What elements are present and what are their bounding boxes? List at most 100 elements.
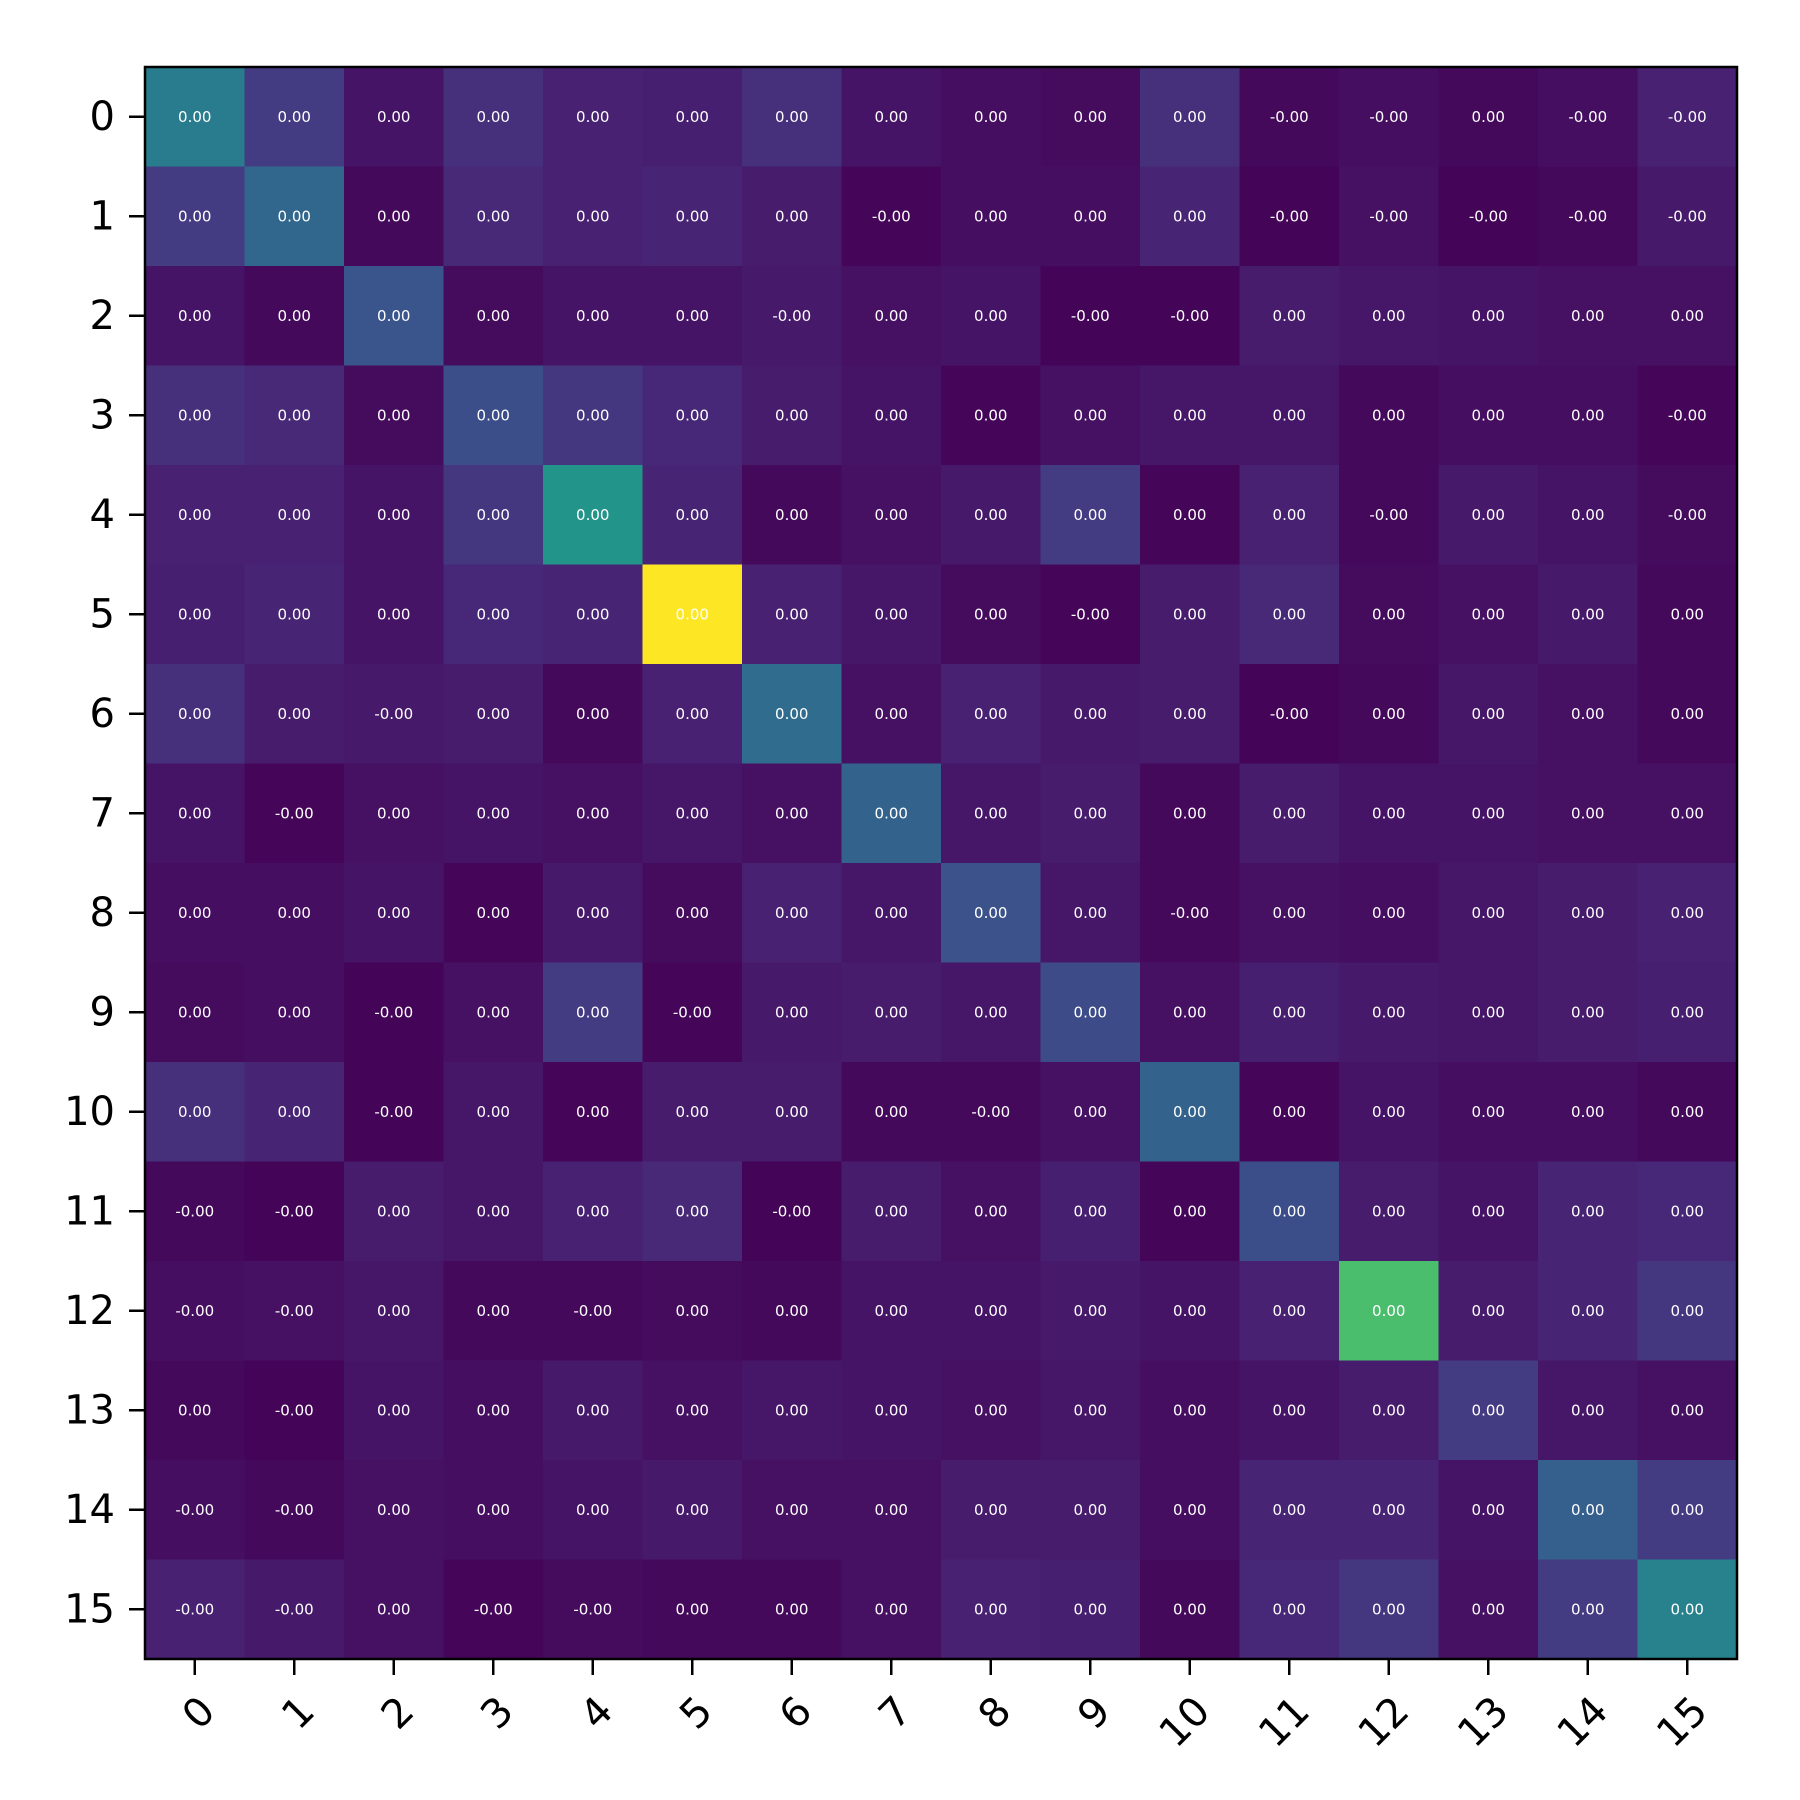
cell-value-label-5-0: 0.00 xyxy=(178,605,211,623)
heatmap-cell-15-13 xyxy=(1438,1559,1539,1660)
cell-value-label-6-7: 0.00 xyxy=(875,705,908,723)
heatmap-cell-13-11 xyxy=(1239,1360,1340,1461)
cell-value-label-4-5: 0.00 xyxy=(676,506,709,524)
heatmap-cell-2-4 xyxy=(543,266,644,367)
heatmap-cell-5-5 xyxy=(642,564,743,665)
heatmap-cell-0-4 xyxy=(543,67,644,168)
cell-value-label-15-14: 0.00 xyxy=(1571,1600,1604,1618)
heatmap-cell-7-1 xyxy=(244,763,345,864)
cell-value-label-4-9: 0.00 xyxy=(1074,506,1107,524)
heatmap-cell-2-9 xyxy=(1040,266,1141,367)
heatmap-cell-0-1 xyxy=(244,67,345,168)
x-tick-label-6: 6 xyxy=(771,1688,822,1739)
heatmap-cell-4-6 xyxy=(742,465,843,566)
cell-value-label-6-0: 0.00 xyxy=(178,705,211,723)
heatmap-cell-12-1 xyxy=(244,1261,345,1362)
heatmap-cell-6-9 xyxy=(1040,664,1141,765)
heatmap-cell-12-3 xyxy=(443,1261,544,1362)
y-tick-label-6: 6 xyxy=(90,691,115,737)
heatmap-cell-1-2 xyxy=(344,166,445,267)
x-tick-label-5: 5 xyxy=(671,1688,722,1739)
cell-value-label-0-8: 0.00 xyxy=(974,108,1007,126)
cell-value-label-10-8: -0.00 xyxy=(971,1103,1010,1121)
heatmap-cell-5-9 xyxy=(1040,564,1141,665)
cell-value-label-14-15: 0.00 xyxy=(1671,1501,1704,1519)
heatmap-cell-15-8 xyxy=(941,1559,1042,1660)
heatmap-cell-6-15 xyxy=(1637,664,1738,765)
heatmap-cell-10-1 xyxy=(244,1062,345,1163)
heatmap-cell-8-7 xyxy=(841,863,942,964)
x-tick-label-12: 12 xyxy=(1350,1688,1419,1757)
heatmap-cell-4-2 xyxy=(344,465,445,566)
heatmap-cell-2-14 xyxy=(1538,266,1639,367)
heatmap-cell-3-12 xyxy=(1339,365,1440,466)
heatmap-cell-11-7 xyxy=(841,1161,942,1262)
heatmap-cell-8-3 xyxy=(443,863,544,964)
cell-value-label-14-8: 0.00 xyxy=(974,1501,1007,1519)
cell-value-label-12-12: 0.00 xyxy=(1372,1302,1405,1320)
heatmap-cell-10-11 xyxy=(1239,1062,1340,1163)
heatmap-cell-7-12 xyxy=(1339,763,1440,864)
cell-value-label-10-7: 0.00 xyxy=(875,1103,908,1121)
cell-value-label-10-9: 0.00 xyxy=(1074,1103,1107,1121)
x-tick-label-8: 8 xyxy=(970,1688,1021,1739)
cell-value-label-11-15: 0.00 xyxy=(1671,1202,1704,1220)
heatmap-cell-15-0 xyxy=(145,1559,246,1660)
heatmap-cell-1-5 xyxy=(642,166,743,267)
heatmap-cell-11-15 xyxy=(1637,1161,1738,1262)
heatmap-cell-3-14 xyxy=(1538,365,1639,466)
heatmap-cell-3-2 xyxy=(344,365,445,466)
cell-value-label-7-2: 0.00 xyxy=(377,804,410,822)
heatmap-cell-12-14 xyxy=(1538,1261,1639,1362)
cell-value-label-10-12: 0.00 xyxy=(1372,1103,1405,1121)
heatmap-cell-6-4 xyxy=(543,664,644,765)
cell-value-label-7-8: 0.00 xyxy=(974,804,1007,822)
heatmap-cell-8-11 xyxy=(1239,863,1340,964)
cell-value-label-5-12: 0.00 xyxy=(1372,605,1405,623)
heatmap-cell-13-15 xyxy=(1637,1360,1738,1461)
cell-value-label-1-0: 0.00 xyxy=(178,207,211,225)
cell-value-label-0-0: 0.00 xyxy=(178,108,211,126)
cell-value-label-1-11: -0.00 xyxy=(1270,207,1309,225)
heatmap-cell-0-13 xyxy=(1438,67,1539,168)
cell-value-label-8-8: 0.00 xyxy=(974,904,1007,922)
cell-value-label-5-15: 0.00 xyxy=(1671,605,1704,623)
cell-value-label-0-12: -0.00 xyxy=(1369,108,1408,126)
cell-value-label-10-6: 0.00 xyxy=(775,1103,808,1121)
heatmap-cell-14-5 xyxy=(642,1460,743,1561)
heatmap-cell-11-6 xyxy=(742,1161,843,1262)
cell-value-label-6-15: 0.00 xyxy=(1671,705,1704,723)
heatmap-cell-14-10 xyxy=(1140,1460,1241,1561)
heatmap-cell-1-10 xyxy=(1140,166,1241,267)
cell-value-label-4-0: 0.00 xyxy=(178,506,211,524)
cell-value-label-6-2: -0.00 xyxy=(374,705,413,723)
cell-value-label-8-4: 0.00 xyxy=(576,904,609,922)
cell-value-label-5-6: 0.00 xyxy=(775,605,808,623)
cell-value-label-8-11: 0.00 xyxy=(1273,904,1306,922)
cell-value-label-5-8: 0.00 xyxy=(974,605,1007,623)
x-tick-label-1: 1 xyxy=(273,1688,324,1739)
cell-value-label-12-4: -0.00 xyxy=(573,1302,612,1320)
heatmap-cell-8-4 xyxy=(543,863,644,964)
cell-value-label-9-14: 0.00 xyxy=(1571,1003,1604,1021)
cell-value-label-11-10: 0.00 xyxy=(1173,1202,1206,1220)
cell-value-label-1-7: -0.00 xyxy=(872,207,911,225)
heatmap-cell-5-10 xyxy=(1140,564,1241,665)
cell-value-label-4-8: 0.00 xyxy=(974,506,1007,524)
cell-value-label-8-3: 0.00 xyxy=(477,904,510,922)
heatmap-cell-2-3 xyxy=(443,266,544,367)
cell-value-label-3-4: 0.00 xyxy=(576,406,609,424)
heatmap-cell-2-8 xyxy=(941,266,1042,367)
cell-value-label-10-5: 0.00 xyxy=(676,1103,709,1121)
cell-value-label-6-11: -0.00 xyxy=(1270,705,1309,723)
cell-value-label-1-2: 0.00 xyxy=(377,207,410,225)
cell-value-label-13-2: 0.00 xyxy=(377,1401,410,1419)
heatmap-cell-3-9 xyxy=(1040,365,1141,466)
heatmap-cell-4-7 xyxy=(841,465,942,566)
heatmap-cell-9-3 xyxy=(443,962,544,1063)
heatmap-cell-1-6 xyxy=(742,166,843,267)
cell-value-label-14-9: 0.00 xyxy=(1074,1501,1107,1519)
heatmap-cell-11-3 xyxy=(443,1161,544,1262)
cell-value-label-7-14: 0.00 xyxy=(1571,804,1604,822)
x-tick-label-3: 3 xyxy=(472,1688,523,1739)
